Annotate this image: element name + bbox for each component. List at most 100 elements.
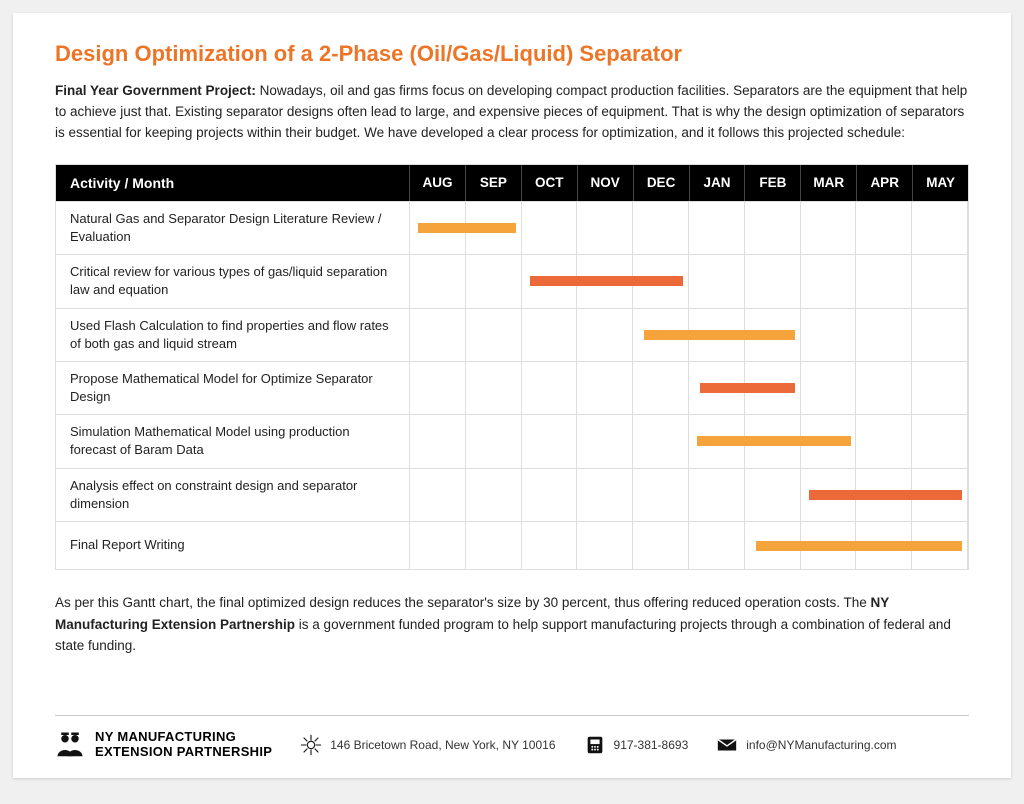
gantt-cell bbox=[912, 255, 968, 307]
gantt-cell bbox=[466, 469, 522, 521]
gantt-cell bbox=[466, 362, 522, 414]
gantt-cell bbox=[633, 469, 689, 521]
gantt-bar bbox=[418, 223, 516, 233]
gantt-cell bbox=[856, 362, 912, 414]
gantt-cell bbox=[856, 202, 912, 254]
gantt-cell bbox=[522, 415, 578, 467]
gantt-cell bbox=[912, 309, 968, 361]
page-title: Design Optimization of a 2-Phase (Oil/Ga… bbox=[55, 41, 969, 67]
gantt-cell bbox=[466, 255, 522, 307]
gantt-cell bbox=[410, 362, 466, 414]
gantt-bar bbox=[700, 383, 795, 393]
gantt-cell bbox=[410, 522, 466, 569]
gantt-cell bbox=[745, 202, 801, 254]
gantt-cell bbox=[522, 202, 578, 254]
gantt-cell bbox=[745, 255, 801, 307]
gantt-row: Final Report Writing bbox=[56, 521, 968, 569]
gantt-cell bbox=[745, 469, 801, 521]
gantt-cell bbox=[410, 255, 466, 307]
gantt-cell bbox=[633, 202, 689, 254]
gantt-cell bbox=[689, 202, 745, 254]
gantt-cell bbox=[633, 362, 689, 414]
gantt-cell bbox=[577, 362, 633, 414]
month-header: SEP bbox=[466, 165, 522, 201]
gantt-cell bbox=[912, 415, 968, 467]
activity-cell: Critical review for various types of gas… bbox=[56, 255, 410, 307]
gantt-cell bbox=[522, 469, 578, 521]
gantt-cell bbox=[912, 202, 968, 254]
intro-bold: Final Year Government Project: bbox=[55, 83, 256, 98]
email-block: info@NYManufacturing.com bbox=[716, 734, 896, 756]
org-block: NY MANUFACTURING EXTENSION PARTNERSHIP bbox=[55, 730, 272, 760]
gantt-bar bbox=[809, 490, 962, 500]
gantt-bar bbox=[530, 276, 683, 286]
activity-cell: Natural Gas and Separator Design Literat… bbox=[56, 202, 410, 254]
org-line1: NY MANUFACTURING bbox=[95, 730, 272, 745]
gantt-cell bbox=[466, 522, 522, 569]
gantt-cell bbox=[577, 309, 633, 361]
outro-paragraph: As per this Gantt chart, the final optim… bbox=[55, 592, 969, 657]
gantt-header-row: Activity / Month AUGSEPOCTNOVDECJANFEBMA… bbox=[56, 165, 968, 201]
activity-cell: Used Flash Calculation to find propertie… bbox=[56, 309, 410, 361]
compass-icon bbox=[300, 734, 322, 756]
gantt-cell bbox=[856, 255, 912, 307]
gantt-cells bbox=[410, 469, 968, 521]
month-header: FEB bbox=[745, 165, 801, 201]
gantt-cell bbox=[410, 309, 466, 361]
gantt-cell bbox=[689, 469, 745, 521]
gantt-cells bbox=[410, 362, 968, 414]
gantt-cell bbox=[522, 309, 578, 361]
gantt-row: Propose Mathematical Model for Optimize … bbox=[56, 361, 968, 414]
gantt-cell bbox=[912, 362, 968, 414]
activity-cell: Simulation Mathematical Model using prod… bbox=[56, 415, 410, 467]
gantt-row: Natural Gas and Separator Design Literat… bbox=[56, 201, 968, 254]
org-line2: EXTENSION PARTNERSHIP bbox=[95, 745, 272, 760]
month-headers: AUGSEPOCTNOVDECJANFEBMARAPRMAY bbox=[410, 165, 968, 201]
month-header: JAN bbox=[690, 165, 746, 201]
month-header: MAY bbox=[913, 165, 968, 201]
gantt-cell bbox=[856, 309, 912, 361]
footer: NY MANUFACTURING EXTENSION PARTNERSHIP 1… bbox=[55, 715, 969, 760]
outro-pre: As per this Gantt chart, the final optim… bbox=[55, 595, 871, 610]
people-icon bbox=[55, 730, 85, 760]
gantt-cells bbox=[410, 202, 968, 254]
address-text: 146 Bricetown Road, New York, NY 10016 bbox=[330, 738, 555, 752]
gantt-cells bbox=[410, 309, 968, 361]
gantt-cell bbox=[801, 309, 857, 361]
address-block: 146 Bricetown Road, New York, NY 10016 bbox=[300, 734, 555, 756]
activity-header: Activity / Month bbox=[56, 165, 410, 201]
gantt-cell bbox=[856, 415, 912, 467]
gantt-cell bbox=[633, 415, 689, 467]
phone-block: 917-381-8693 bbox=[584, 734, 689, 756]
gantt-cell bbox=[801, 362, 857, 414]
gantt-cells bbox=[410, 255, 968, 307]
gantt-cells bbox=[410, 522, 968, 569]
gantt-bar bbox=[644, 330, 795, 340]
gantt-cell bbox=[801, 202, 857, 254]
phone-icon bbox=[584, 734, 606, 756]
intro-paragraph: Final Year Government Project: Nowadays,… bbox=[55, 81, 969, 144]
gantt-cell bbox=[577, 415, 633, 467]
document-page: Design Optimization of a 2-Phase (Oil/Ga… bbox=[13, 13, 1011, 778]
gantt-cell bbox=[689, 255, 745, 307]
gantt-cell bbox=[466, 309, 522, 361]
gantt-row: Analysis effect on constraint design and… bbox=[56, 468, 968, 521]
gantt-row: Used Flash Calculation to find propertie… bbox=[56, 308, 968, 361]
gantt-cell bbox=[522, 522, 578, 569]
gantt-cell bbox=[801, 255, 857, 307]
activity-cell: Propose Mathematical Model for Optimize … bbox=[56, 362, 410, 414]
gantt-row: Simulation Mathematical Model using prod… bbox=[56, 414, 968, 467]
mail-icon bbox=[716, 734, 738, 756]
activity-cell: Analysis effect on constraint design and… bbox=[56, 469, 410, 521]
gantt-row: Critical review for various types of gas… bbox=[56, 254, 968, 307]
gantt-cell bbox=[466, 415, 522, 467]
month-header: APR bbox=[857, 165, 913, 201]
month-header: MAR bbox=[801, 165, 857, 201]
email-text: info@NYManufacturing.com bbox=[746, 738, 896, 752]
gantt-cell bbox=[522, 362, 578, 414]
month-header: DEC bbox=[634, 165, 690, 201]
gantt-cell bbox=[689, 522, 745, 569]
gantt-bar bbox=[697, 436, 850, 446]
gantt-cell bbox=[577, 522, 633, 569]
month-header: OCT bbox=[522, 165, 578, 201]
